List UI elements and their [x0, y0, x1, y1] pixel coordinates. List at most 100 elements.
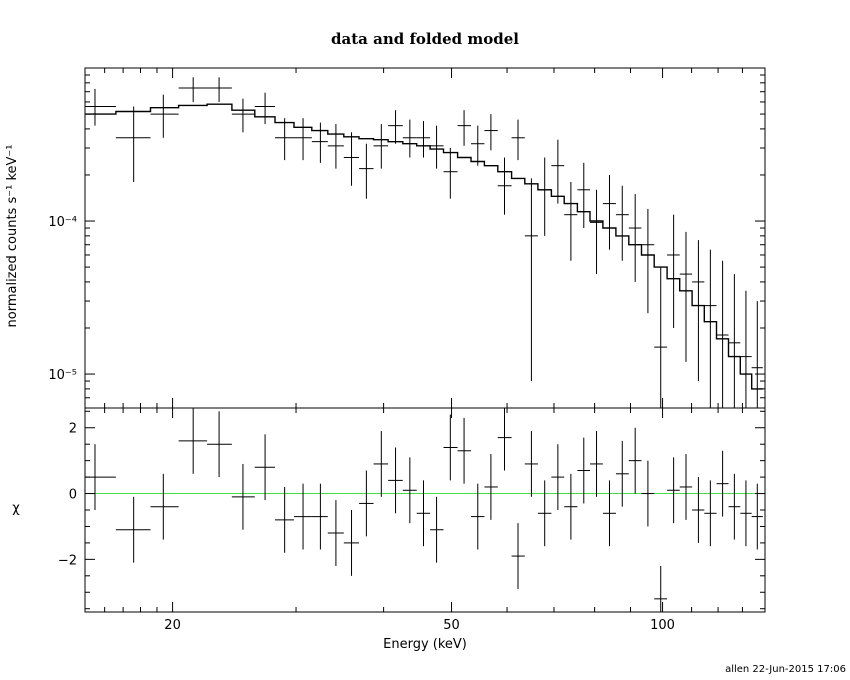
data-point	[373, 124, 389, 169]
residual-point	[293, 483, 312, 550]
spectrum-y-ticks: 10⁻⁴ 10⁻⁵	[48, 67, 765, 409]
residual-point	[327, 500, 344, 566]
residual-point	[679, 454, 693, 520]
residual-point	[373, 431, 389, 497]
data-point	[728, 274, 741, 408]
residual-point	[716, 450, 729, 517]
residual-point	[85, 444, 116, 510]
x-tick-label: 100	[650, 618, 675, 633]
residual-point	[704, 480, 717, 547]
data-point	[524, 178, 538, 382]
data-point	[692, 240, 705, 382]
data-point	[178, 77, 208, 102]
data-point	[275, 118, 294, 161]
data-point	[551, 139, 565, 204]
data-point	[602, 174, 616, 250]
model-step-line	[85, 103, 763, 390]
residual-point	[511, 523, 525, 589]
data-point	[628, 194, 642, 282]
residual-point	[388, 447, 403, 514]
data-point	[359, 143, 374, 199]
residual-point	[577, 437, 591, 504]
spectrum-y-tick-label: 10⁻⁴	[48, 215, 77, 230]
residual-point	[551, 444, 565, 510]
data-point	[654, 267, 668, 408]
data-point	[115, 106, 151, 182]
residual-point	[115, 496, 151, 563]
residual-point	[178, 408, 208, 474]
data-point	[537, 157, 552, 236]
residual-y-label: χ	[12, 501, 20, 516]
residual-point	[628, 427, 642, 494]
data-point	[484, 114, 498, 151]
spectrum-y-tick-label: 10⁻⁵	[48, 368, 77, 383]
residual-point	[615, 440, 629, 507]
data-point	[327, 124, 344, 169]
residual-y-tick-label: 0	[69, 488, 77, 503]
residual-point	[641, 460, 655, 527]
data-point	[416, 121, 431, 158]
data-point	[150, 94, 179, 138]
residual-point	[602, 480, 616, 547]
residual-point	[402, 457, 417, 524]
residual-point	[254, 434, 276, 501]
residual-point	[430, 496, 444, 563]
spectrum-frame	[84, 67, 766, 409]
residual-point	[207, 411, 232, 478]
residual-point	[150, 473, 179, 540]
residual-point	[470, 483, 485, 550]
residual-point	[359, 470, 374, 537]
chart-title: data and folded model	[331, 30, 519, 48]
data-point	[470, 125, 485, 166]
data-point	[511, 119, 525, 161]
data-point	[497, 157, 512, 215]
residual-frame	[84, 407, 766, 613]
data-point	[641, 208, 655, 314]
residual-point	[537, 480, 552, 547]
residual-y-tick-label: 2	[69, 422, 77, 437]
residual-point	[484, 454, 498, 520]
residual-point	[564, 473, 578, 540]
residual-point	[654, 565, 668, 612]
data-point	[457, 110, 471, 146]
data-point	[740, 290, 752, 408]
residual-point	[231, 463, 255, 530]
residual-y-tick-label: −2	[58, 553, 77, 568]
residual-point	[667, 457, 680, 524]
spectrum-panel: 10⁻⁴ 10⁻⁵ normalized counts s⁻¹ keV⁻¹	[5, 67, 766, 409]
x-tick-label: 20	[164, 618, 181, 633]
data-point	[311, 122, 328, 163]
data-point	[207, 77, 232, 102]
data-point	[716, 260, 729, 408]
data-point	[704, 249, 717, 408]
data-points	[85, 77, 763, 408]
residual-point	[497, 408, 512, 471]
model-curve	[85, 103, 763, 390]
spectrum-y-label: normalized counts s⁻¹ keV⁻¹	[5, 145, 20, 328]
footer-timestamp: allen 22-Jun-2015 17:06	[725, 664, 846, 675]
data-point	[667, 214, 680, 328]
data-point	[231, 98, 255, 133]
x-axis-label: Energy (keV)	[383, 637, 467, 652]
residual-point	[416, 480, 431, 547]
residual-y-ticks: 2 0 −2	[58, 410, 765, 610]
data-point	[254, 92, 276, 125]
residual-point	[524, 431, 538, 497]
data-point	[85, 88, 116, 126]
residual-point	[311, 483, 328, 550]
data-point	[402, 119, 417, 158]
data-point	[293, 118, 312, 161]
residual-point	[728, 473, 741, 540]
residual-point	[343, 510, 360, 576]
data-point	[577, 162, 591, 229]
data-point	[430, 125, 444, 169]
data-point	[590, 189, 603, 275]
x-ticks: 20 50 100	[84, 68, 766, 633]
residual-point	[275, 486, 294, 553]
residual-point	[443, 414, 458, 481]
residual-points	[85, 408, 763, 612]
residual-point	[590, 431, 603, 497]
residual-panel: 20−2 20 50 100 χ Energy (keV)	[12, 68, 766, 652]
residual-point	[751, 483, 763, 550]
